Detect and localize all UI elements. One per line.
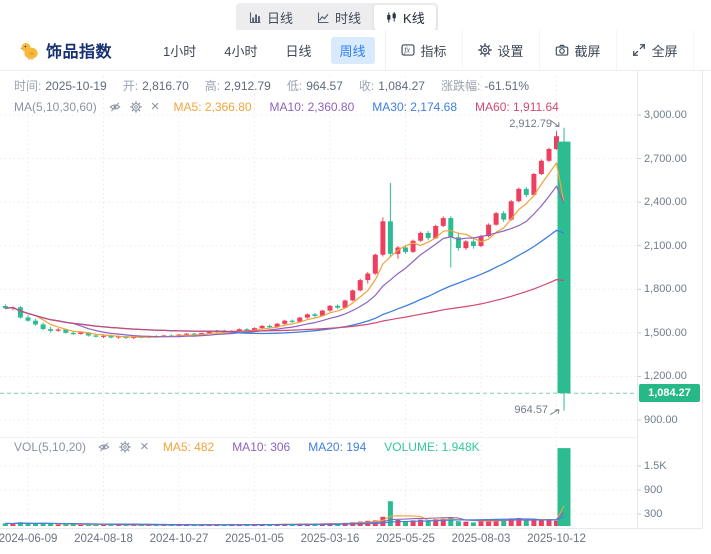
info-value: 964.57 (306, 79, 343, 93)
legend-value: VOLUME: 1.948K (384, 440, 480, 454)
candles-icon (385, 11, 398, 24)
tool-button-设置[interactable]: 设置 (463, 30, 540, 70)
tool-button-全屏[interactable]: 全屏 (617, 30, 694, 70)
chart-type-tab-label: 时线 (335, 11, 362, 26)
tool-button-label: 指标 (420, 43, 447, 59)
gear-icon (477, 43, 492, 57)
volume-legend-row: VOL(5,10,20) × MA5: 482 MA10: 306 MA20: 194 V… (14, 438, 498, 455)
price-tick-label: 3,000.00 (644, 109, 687, 121)
annotation-high-price: 2,912.79 (509, 117, 553, 130)
legend-icons: × (98, 438, 149, 455)
info-pair: 时间: 2025-10-19 (14, 77, 107, 94)
info-value: -61.51% (484, 79, 530, 93)
price-tick-label: 2,100.00 (644, 239, 687, 252)
legend-name: MA(5,10,30,60) (14, 100, 97, 114)
brand: 饰品指数 (20, 38, 112, 62)
legend-value: MA5: 2,366.80 (173, 100, 252, 114)
info-pair: 涨跌幅: -61.51% (441, 77, 529, 94)
close-icon[interactable]: × (150, 98, 160, 115)
info-pair: 开: 2,816.70 (123, 77, 189, 94)
info-value: 1,084.27 (378, 79, 425, 93)
info-label: 高: (204, 79, 221, 93)
bar-chart-icon (249, 11, 262, 24)
info-pair: 高: 2,912.79 (205, 77, 271, 94)
date-tick-label: 2025-08-03 (451, 533, 511, 545)
legend-name: VOL(5,10,20) (14, 440, 87, 454)
volume-tick-label: 300 (644, 508, 663, 520)
tool-button-label: 截屏 (574, 43, 601, 59)
info-value: 2,912.79 (224, 79, 271, 93)
legend-value: MA10: 306 (232, 440, 291, 454)
svg-text:fx: fx (404, 46, 410, 55)
interval-tab-4小时[interactable]: 4小时 (224, 43, 258, 59)
legend-value: MA20: 194 (308, 440, 367, 454)
info-pair: 低: 964.57 (287, 77, 343, 94)
ma-legend-row: MA(5,10,30,60) × MA5: 2,366.80 MA10: 2,360.… (14, 98, 577, 115)
tool-buttons: fx 指标 设置 截屏 全屏 (384, 30, 694, 70)
chick-logo-icon (20, 41, 39, 60)
chart-type-tab-3[interactable]: K线 (374, 5, 436, 30)
price-tick-label: 1,200.00 (644, 370, 687, 383)
tool-button-label: 设置 (497, 43, 524, 59)
interval-tabs: 1小时 4小时 日线 周线 (154, 36, 375, 64)
legend-value: MA5: 482 (162, 440, 215, 454)
date-tick-label: 2025-03-16 (300, 533, 360, 545)
price-tick-label: 1,500.00 (644, 326, 687, 339)
chart-type-tabbar: 日线 时线 K线 (236, 3, 438, 32)
eye-off-icon[interactable] (98, 441, 110, 453)
ohlc-info-row: 时间: 2025-10-19 开: 2,816.70 高: 2,912.79 低: 964.5… (14, 77, 529, 94)
gear-icon[interactable] (129, 101, 142, 113)
info-label: 低: (286, 79, 303, 93)
chart-type-tab-1[interactable]: 日线 (238, 5, 304, 30)
volume-tick-label: 900 (644, 484, 663, 496)
date-axis: 2024-06-09 2024-08-18 2024-10-27 2025-01-05… (0, 532, 704, 550)
price-tick-label: 1,800.00 (644, 283, 687, 296)
info-value: 2,816.70 (142, 79, 189, 93)
info-label: 时间: (14, 79, 42, 93)
legend-value: MA30: 2,174.68 (372, 100, 458, 114)
info-pair: 收: 1,084.27 (359, 77, 425, 94)
tool-button-label: 全屏 (651, 43, 678, 59)
info-label: 收: (358, 79, 375, 93)
interval-tab-日线[interactable]: 日线 (285, 43, 312, 59)
price-tick-label: 2,700.00 (644, 152, 687, 165)
tool-button-截屏[interactable]: 截屏 (540, 30, 617, 70)
annotation-low-price: 964.57 (514, 403, 549, 416)
price-tick-label: 900.00 (644, 414, 678, 426)
fx-icon: fx (401, 43, 415, 57)
chart-type-tab-2[interactable]: 时线 (306, 5, 372, 30)
legend-icons: × (109, 98, 160, 115)
date-tick-label: 2024-06-09 (0, 533, 58, 545)
fullscreen-icon (632, 43, 646, 57)
date-tick-label: 2024-10-27 (149, 533, 209, 545)
camera-icon (555, 43, 569, 57)
price-tick-label: 2,400.00 (644, 196, 687, 209)
info-label: 开: (122, 79, 139, 93)
current-price-badge: 1,084.27 (639, 384, 700, 403)
chart-type-tab-label: 日线 (267, 11, 294, 26)
interval-tab-1小时[interactable]: 1小时 (163, 43, 197, 59)
info-label: 涨跌幅: (440, 79, 481, 93)
date-tick-label: 2024-08-18 (74, 533, 133, 545)
toolbar: 饰品指数 1小时 4小时 日线 周线 fx 指标 设置 截屏 全屏 (0, 30, 711, 71)
date-tick-label: 2025-10-12 (527, 533, 586, 545)
info-value: 2025-10-19 (45, 79, 107, 93)
interval-tab-周线[interactable]: 周线 (330, 36, 375, 64)
line-chart-icon (317, 11, 330, 24)
date-tick-label: 2025-05-25 (376, 533, 435, 545)
date-tick-label: 2025-01-05 (225, 533, 284, 545)
legend-value: MA60: 1,911.64 (475, 100, 559, 114)
gear-icon[interactable] (119, 441, 131, 453)
chart-type-tab-label: K线 (403, 11, 425, 26)
eye-off-icon[interactable] (109, 101, 121, 113)
close-icon[interactable]: × (140, 438, 149, 455)
page-title: 饰品指数 (46, 44, 113, 61)
volume-tick-label: 1.5K (644, 460, 667, 472)
tool-button-指标[interactable]: fx 指标 (386, 30, 463, 70)
legend-value: MA10: 2,360.80 (269, 100, 355, 114)
